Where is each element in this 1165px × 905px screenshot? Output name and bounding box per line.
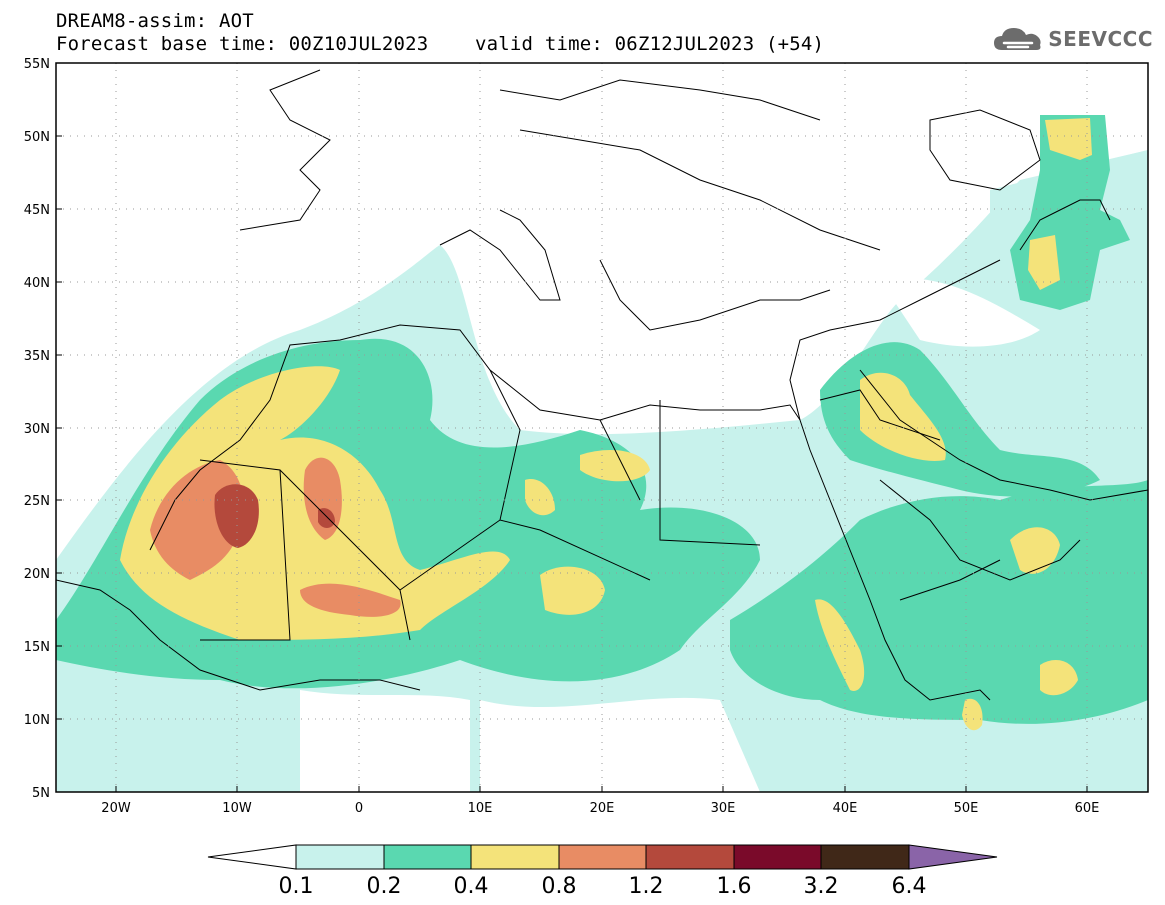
lon-label: 20E xyxy=(590,801,615,816)
lat-label: 10N xyxy=(24,713,50,728)
lat-label: 5N xyxy=(32,786,50,801)
colorbar-swatch xyxy=(295,844,385,870)
colorbar-swatch xyxy=(733,844,822,870)
colorbar-label: 0.2 xyxy=(367,874,402,899)
colorbar-over-arrow xyxy=(908,844,998,870)
lon-labels: 20W 10W 0 10E 20E 30E 40E 50E 60E xyxy=(101,801,1099,816)
coastlines xyxy=(56,69,1148,701)
lat-label: 15N xyxy=(24,640,50,655)
lat-label: 35N xyxy=(24,349,50,364)
colorbar-swatch xyxy=(645,844,735,870)
lat-label: 20N xyxy=(24,567,50,582)
colorbar: 0.1 0.2 0.4 0.8 1.2 1.6 3.2 6.4 xyxy=(207,844,998,899)
lat-labels: 5N 10N 15N 20N 25N 30N 35N 40N 45N 50N 5… xyxy=(24,57,50,801)
colorbar-swatch xyxy=(558,844,647,870)
lat-label: 45N xyxy=(24,203,50,218)
colorbar-label: 1.6 xyxy=(717,874,752,899)
lon-label: 10E xyxy=(468,801,493,816)
lon-label: 50E xyxy=(954,801,979,816)
colorbar-under-arrow xyxy=(207,844,297,870)
colorbar-label: 1.2 xyxy=(629,874,664,899)
logo-text: SEEVCCC xyxy=(1048,27,1153,51)
colorbar-label: 3.2 xyxy=(804,874,839,899)
tick-marks xyxy=(56,62,1088,793)
lon-label: 20W xyxy=(101,801,131,816)
chart-title: DREAM8-assim: AOT xyxy=(56,10,254,32)
seevccc-logo: SEEVCCC xyxy=(992,22,1153,56)
aot-shading xyxy=(56,80,1148,792)
lon-label: 0 xyxy=(355,801,363,816)
forecast-times: Forecast base time: 00Z10JUL2023 valid t… xyxy=(56,33,825,55)
lon-label: 10W xyxy=(222,801,252,816)
lat-label: 55N xyxy=(24,57,50,72)
colorbar-swatch xyxy=(820,844,910,870)
grid xyxy=(56,63,1148,792)
colorbar-swatch xyxy=(383,844,472,870)
lat-label: 25N xyxy=(24,494,50,509)
lon-label: 30E xyxy=(711,801,736,816)
colorbar-label: 0.4 xyxy=(454,874,489,899)
lat-label: 40N xyxy=(24,276,50,291)
colorbar-swatch xyxy=(470,844,560,870)
colorbar-label: 0.1 xyxy=(279,874,314,899)
colorbar-label: 0.8 xyxy=(542,874,577,899)
colorbar-label: 6.4 xyxy=(892,874,927,899)
lon-label: 60E xyxy=(1075,801,1100,816)
lat-label: 30N xyxy=(24,422,50,437)
cloud-icon xyxy=(994,28,1041,50)
lon-label: 40E xyxy=(833,801,858,816)
lat-label: 50N xyxy=(24,130,50,145)
